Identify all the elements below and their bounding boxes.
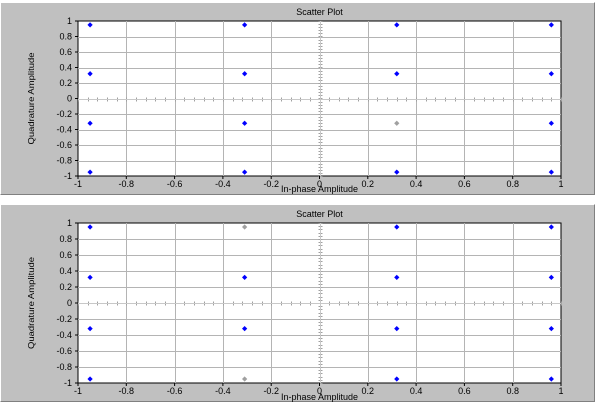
x-tick-label: -0.6 bbox=[167, 386, 183, 396]
x-tick-label: -1 bbox=[74, 386, 82, 396]
scatter-points bbox=[87, 22, 554, 175]
chart-title: Scatter Plot bbox=[296, 7, 343, 17]
data-point bbox=[87, 169, 93, 175]
data-point bbox=[87, 71, 93, 77]
y-tick-label: -1 bbox=[64, 171, 72, 181]
y-tick-label: 0.4 bbox=[59, 266, 72, 276]
y-tick-label: 0.8 bbox=[59, 234, 72, 244]
data-point bbox=[87, 120, 93, 126]
x-tick-label: -0.2 bbox=[263, 179, 279, 189]
x-axis-label: In-phase Amplitude bbox=[281, 184, 358, 194]
faint-data-point bbox=[394, 120, 400, 126]
scatter-points bbox=[87, 224, 554, 382]
x-tick-label: 0.8 bbox=[506, 386, 519, 396]
data-point bbox=[394, 274, 400, 281]
data-point bbox=[548, 169, 554, 175]
x-tick-label: -1 bbox=[74, 179, 82, 189]
x-tick-label: 0.4 bbox=[410, 386, 423, 396]
y-tick-label: 0.6 bbox=[59, 47, 72, 57]
x-tick-label: 0.8 bbox=[506, 179, 519, 189]
data-point bbox=[394, 22, 400, 28]
x-tick-label: 1 bbox=[558, 386, 563, 396]
data-point bbox=[394, 169, 400, 175]
x-tick-label: -0.4 bbox=[215, 179, 231, 189]
data-point bbox=[242, 120, 248, 126]
data-point bbox=[87, 22, 93, 28]
y-tick-label: -0.2 bbox=[56, 109, 72, 119]
scatter-chart-bottom: Scatter Plot -1 -0.8 -0.6 -0.4 -0.2 0 0.2 0.4 0.6… bbox=[26, 209, 564, 402]
y-tick-label: 0.4 bbox=[59, 63, 72, 73]
scatter-plot-panel-top: Scatter Plot -1 -0.8 -0.6 -0.4 -0.2 0 0.2 0.4 0.6… bbox=[0, 2, 595, 195]
y-tick-label: -0.8 bbox=[56, 362, 72, 372]
x-tick-label: 0 bbox=[317, 386, 322, 396]
x-tick-label: -0.8 bbox=[119, 179, 135, 189]
data-point bbox=[394, 376, 400, 382]
y-tick-label: 0.6 bbox=[59, 250, 72, 260]
y-tick-label: 0.2 bbox=[59, 282, 72, 292]
y-tick-label: 0 bbox=[67, 298, 72, 308]
y-tick-label: 0.8 bbox=[59, 32, 72, 42]
data-point bbox=[87, 274, 93, 281]
faint-data-point bbox=[242, 224, 248, 230]
x-tick-label: 0 bbox=[317, 179, 322, 189]
x-tick-label: 0.2 bbox=[362, 386, 375, 396]
y-tick-label: -0.6 bbox=[56, 140, 72, 150]
y-tick-label: 0 bbox=[67, 94, 72, 104]
x-tick-label: 0.6 bbox=[458, 386, 471, 396]
y-tick-label: 1 bbox=[67, 16, 72, 26]
data-point bbox=[87, 376, 93, 382]
center-axes bbox=[78, 223, 562, 384]
center-axes bbox=[78, 21, 562, 177]
data-point bbox=[548, 376, 554, 382]
data-point bbox=[548, 22, 554, 28]
y-tick-labels: 1 0.8 0.6 0.4 0.2 0 -0.2 -0.4 -0.6 -0.8 -1 bbox=[56, 218, 78, 388]
data-point bbox=[548, 120, 554, 126]
data-point bbox=[548, 325, 554, 332]
faint-data-point bbox=[242, 376, 248, 382]
data-point bbox=[242, 325, 248, 332]
x-tick-label: 0.2 bbox=[362, 179, 375, 189]
x-tick-label: 0.6 bbox=[458, 179, 471, 189]
y-tick-label: -0.6 bbox=[56, 346, 72, 356]
data-point bbox=[242, 22, 248, 28]
data-point bbox=[548, 274, 554, 281]
x-tick-label: -0.6 bbox=[167, 179, 183, 189]
y-tick-label: 0.2 bbox=[59, 78, 72, 88]
y-tick-label: -0.8 bbox=[56, 156, 72, 166]
x-tick-label: -0.4 bbox=[215, 386, 231, 396]
x-tick-label: -0.2 bbox=[263, 386, 279, 396]
y-tick-label: 1 bbox=[67, 218, 72, 228]
data-point bbox=[242, 71, 248, 77]
y-tick-label: -0.4 bbox=[56, 330, 72, 340]
x-tick-label: 0.4 bbox=[410, 179, 423, 189]
y-tick-label: -0.2 bbox=[56, 314, 72, 324]
scatter-chart-top: Scatter Plot -1 -0.8 -0.6 -0.4 -0.2 0 0.2 0.4 0.6… bbox=[26, 7, 564, 194]
data-point bbox=[394, 325, 400, 332]
data-point bbox=[87, 325, 93, 332]
data-point bbox=[394, 224, 400, 230]
x-tick-labels: -1 -0.8 -0.6 -0.4 -0.2 0 0.2 0.4 0.6 0.8 1 bbox=[74, 176, 564, 189]
data-point bbox=[242, 274, 248, 281]
x-tick-label: 1 bbox=[558, 179, 563, 189]
chart-title: Scatter Plot bbox=[296, 209, 343, 219]
x-tick-labels: -1 -0.8 -0.6 -0.4 -0.2 0 0.2 0.4 0.6 0.8 1 bbox=[74, 383, 564, 396]
data-point bbox=[394, 71, 400, 77]
y-tick-labels: 1 0.8 0.6 0.4 0.2 0 -0.2 -0.4 -0.6 -0.8 -1 bbox=[56, 16, 78, 181]
x-axis-label: In-phase Amplitude bbox=[281, 392, 358, 402]
y-axis-label: Quadrature Amplitude bbox=[26, 52, 36, 144]
data-point bbox=[548, 71, 554, 77]
scatter-plot-panel-bottom: Scatter Plot -1 -0.8 -0.6 -0.4 -0.2 0 0.2 0.4 0.6… bbox=[0, 204, 595, 402]
data-point bbox=[87, 224, 93, 230]
data-point bbox=[242, 169, 248, 175]
y-axis-label: Quadrature Amplitude bbox=[26, 257, 36, 349]
y-tick-label: -0.4 bbox=[56, 125, 72, 135]
data-point bbox=[548, 224, 554, 230]
x-tick-label: -0.8 bbox=[119, 386, 135, 396]
y-tick-label: -1 bbox=[64, 378, 72, 388]
